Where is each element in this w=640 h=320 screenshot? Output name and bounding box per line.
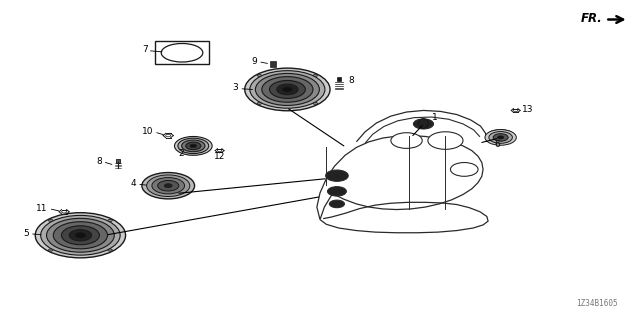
Text: 13: 13 <box>522 105 534 114</box>
Text: 4: 4 <box>131 179 136 188</box>
Circle shape <box>41 215 120 255</box>
Circle shape <box>487 130 515 143</box>
Circle shape <box>49 249 53 251</box>
Text: 5: 5 <box>23 228 29 237</box>
Text: 1: 1 <box>431 113 437 122</box>
Text: 12: 12 <box>214 152 225 161</box>
Circle shape <box>391 133 422 148</box>
Text: 11: 11 <box>36 204 48 213</box>
Circle shape <box>314 74 317 76</box>
Circle shape <box>49 219 53 221</box>
Circle shape <box>451 163 478 176</box>
Circle shape <box>157 180 179 191</box>
Text: 7: 7 <box>142 45 148 54</box>
Circle shape <box>152 178 184 194</box>
Circle shape <box>255 74 319 105</box>
Text: 10: 10 <box>142 127 154 136</box>
Circle shape <box>108 219 113 221</box>
Circle shape <box>186 142 201 150</box>
Text: 8: 8 <box>96 157 102 166</box>
Circle shape <box>314 102 317 105</box>
Circle shape <box>326 170 348 181</box>
Circle shape <box>47 218 115 252</box>
Text: 2: 2 <box>178 149 184 158</box>
Circle shape <box>35 213 125 258</box>
Bar <box>156 42 209 64</box>
Text: 3: 3 <box>233 84 239 92</box>
Circle shape <box>175 136 212 155</box>
Circle shape <box>257 74 262 76</box>
Circle shape <box>244 68 330 111</box>
Circle shape <box>108 249 113 251</box>
Circle shape <box>69 230 92 241</box>
Circle shape <box>257 102 262 105</box>
Circle shape <box>250 71 325 108</box>
Text: FR.: FR. <box>580 12 602 25</box>
Circle shape <box>75 233 86 238</box>
Circle shape <box>262 77 313 102</box>
Circle shape <box>218 149 222 152</box>
Circle shape <box>269 81 305 98</box>
Circle shape <box>61 211 67 213</box>
Circle shape <box>497 136 504 139</box>
Circle shape <box>53 222 108 249</box>
Circle shape <box>413 119 433 129</box>
Circle shape <box>330 200 344 208</box>
Circle shape <box>485 130 516 145</box>
Circle shape <box>182 140 205 152</box>
Circle shape <box>489 132 513 143</box>
Circle shape <box>61 226 99 245</box>
Circle shape <box>164 184 172 188</box>
Circle shape <box>513 109 518 112</box>
Text: 9: 9 <box>252 57 257 66</box>
Text: 6: 6 <box>494 140 500 149</box>
Circle shape <box>166 134 171 137</box>
Circle shape <box>493 134 508 141</box>
Circle shape <box>190 144 196 148</box>
Circle shape <box>282 87 292 92</box>
Circle shape <box>276 84 298 95</box>
Text: 1Z34B1605: 1Z34B1605 <box>576 299 618 308</box>
Circle shape <box>178 138 209 154</box>
Circle shape <box>328 187 346 196</box>
Text: 8: 8 <box>348 76 354 84</box>
Circle shape <box>142 172 195 199</box>
Circle shape <box>147 175 190 196</box>
Circle shape <box>428 132 463 149</box>
